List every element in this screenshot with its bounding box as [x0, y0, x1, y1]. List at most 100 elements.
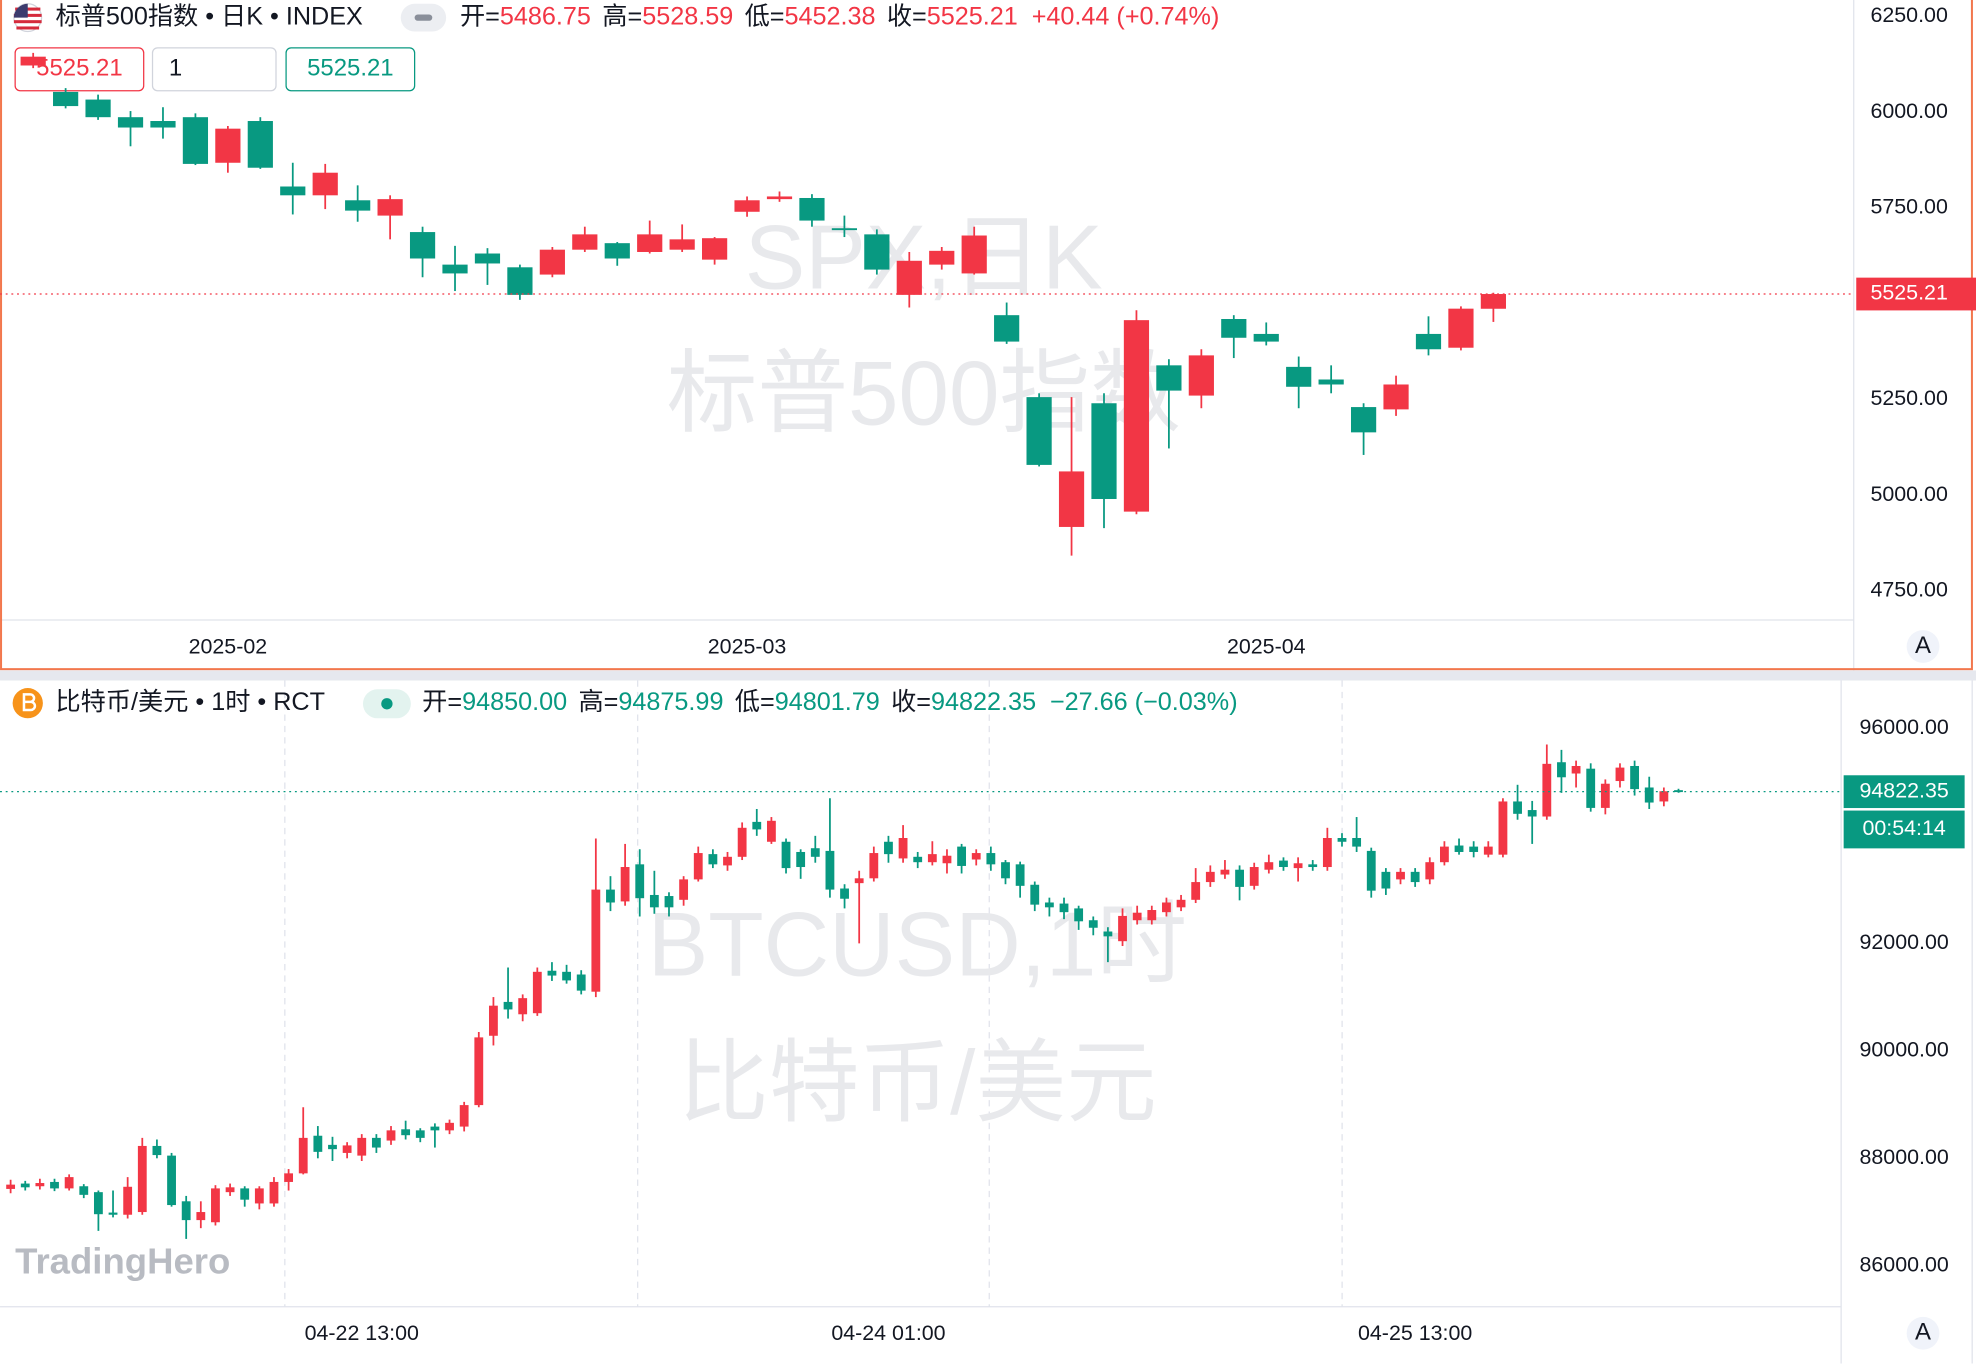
candle-body	[215, 128, 241, 163]
candle-body	[781, 841, 791, 869]
candle-body	[532, 971, 542, 1014]
auto-scale-label[interactable]: A	[1915, 1319, 1931, 1346]
ohlc-value: 5528.59	[642, 2, 733, 30]
candle-body	[637, 234, 663, 252]
candle-body	[766, 196, 793, 200]
candle-body	[649, 894, 659, 908]
candle-body	[1123, 320, 1150, 512]
candle-body	[986, 853, 996, 865]
candle-body	[1308, 864, 1318, 868]
selected-panel-border	[0, 0, 1973, 671]
y-tick-label: 4750.00	[1870, 578, 1947, 602]
candle-body	[386, 1130, 396, 1141]
candle-body	[1513, 801, 1522, 814]
candle-body	[1410, 871, 1420, 883]
candle-body	[723, 856, 732, 866]
candle-body	[53, 91, 79, 107]
candle-body	[1220, 869, 1230, 875]
candle-body	[1044, 902, 1054, 908]
candle-body	[971, 853, 981, 860]
y-tick-label: 5250.00	[1870, 386, 1947, 410]
visibility-pill[interactable]	[400, 3, 447, 32]
candle-body	[620, 867, 630, 902]
ohlc-label: 开=	[422, 688, 462, 716]
candle-body	[576, 974, 586, 991]
candle-body	[1615, 767, 1625, 782]
watermark-text: SPX,日K	[745, 208, 1103, 309]
ohlc-value: 5452.38	[784, 2, 875, 30]
candle-body	[1118, 915, 1127, 942]
ohlc-label: 低=	[735, 688, 775, 716]
y-tick-label: 86000.00	[1859, 1252, 1948, 1276]
candle-body	[298, 1137, 308, 1174]
candle-body	[85, 99, 111, 118]
candle-body	[409, 232, 436, 259]
buy-price-box[interactable]	[285, 47, 416, 92]
candle-body	[994, 315, 1020, 342]
countdown-text: 00:54:14	[1862, 816, 1945, 840]
candle-body	[1571, 765, 1581, 774]
candle-body	[150, 121, 176, 128]
countdown-tag	[1843, 810, 1965, 849]
candle-body	[225, 1187, 235, 1193]
sell-price-box[interactable]	[14, 47, 145, 92]
visibility-pill[interactable]	[362, 689, 411, 719]
candle-body	[357, 1137, 367, 1156]
candle-body	[1483, 846, 1493, 855]
candle-body	[247, 121, 273, 168]
candle-body	[1074, 908, 1084, 922]
candle-body	[64, 1177, 74, 1189]
auto-scale-label[interactable]: A	[1915, 632, 1931, 659]
candle-body	[693, 853, 703, 880]
auto-scale-button[interactable]	[1906, 1316, 1940, 1350]
candle-body	[1542, 763, 1552, 817]
candle-body	[1015, 864, 1025, 886]
candle-body	[1600, 783, 1610, 808]
candle-body	[459, 1105, 469, 1127]
x-tick-label: 04-22 13:00	[305, 1321, 419, 1345]
candle-body	[1439, 846, 1449, 863]
candle-body	[1132, 912, 1142, 921]
candle-body	[371, 1137, 381, 1148]
quantity-box[interactable]	[151, 47, 277, 92]
us-flag-icon	[13, 3, 43, 33]
candle-body	[635, 864, 645, 899]
ohlc-value: 94822.35	[931, 688, 1036, 716]
candle-body	[854, 878, 864, 884]
candle-body	[254, 1188, 264, 1204]
candle-body	[539, 249, 565, 275]
candle-body	[664, 896, 674, 908]
candle-body	[913, 856, 923, 863]
ohlc-value: 5525.21	[927, 2, 1018, 30]
candle-body	[507, 267, 533, 295]
auto-scale-button[interactable]	[1906, 630, 1940, 663]
y-tick-label: 90000.00	[1859, 1037, 1948, 1061]
candle-body	[864, 234, 890, 270]
y-tick-label: 96000.00	[1859, 715, 1948, 739]
candle-body	[211, 1188, 220, 1223]
ohlc-label: 收=	[887, 2, 927, 30]
candle-body	[1448, 308, 1474, 348]
candle-body	[547, 970, 557, 976]
candle-body	[1350, 407, 1377, 433]
candle-body	[93, 1192, 103, 1215]
candle-body	[1059, 903, 1069, 913]
candle-body	[377, 199, 403, 216]
candle-body	[766, 820, 776, 842]
candle-body	[1557, 762, 1566, 778]
candle-body	[1527, 810, 1537, 817]
candle-body	[1352, 838, 1362, 847]
candle-body	[474, 253, 501, 264]
watermark-text: BTCUSD,1时	[648, 894, 1187, 995]
candle-body	[1396, 871, 1405, 880]
ohlc-value: 94850.00	[462, 688, 567, 716]
last-price-text: 5525.21	[1870, 281, 1947, 305]
x-tick-label: 2025-03	[708, 634, 787, 658]
candle-body	[196, 1212, 206, 1221]
candle-body	[942, 855, 952, 864]
candle-body	[1162, 902, 1171, 913]
candle-body	[1293, 863, 1303, 869]
last-price-tag	[1843, 775, 1965, 809]
